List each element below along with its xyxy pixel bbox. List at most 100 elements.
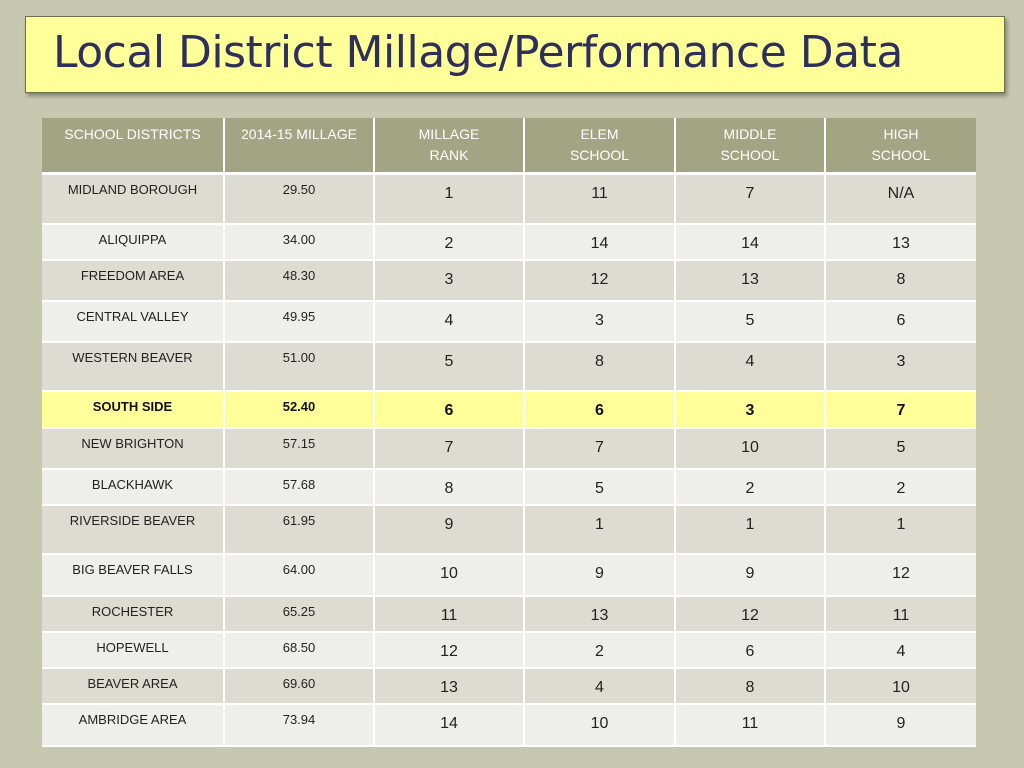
header-millage-rank: MILLAGE RANK bbox=[374, 118, 525, 174]
cell-millage-rank: 12 bbox=[374, 631, 525, 669]
cell-high-school: 11 bbox=[825, 595, 976, 633]
cell-millage: 65.25 bbox=[224, 595, 375, 633]
cell-elem-school: 6 bbox=[524, 390, 676, 429]
cell-middle-school: 5 bbox=[675, 300, 826, 343]
cell-school-district: ROCHESTER bbox=[42, 595, 225, 633]
header-elem-school: ELEM SCHOOL bbox=[524, 118, 676, 174]
cell-millage: 73.94 bbox=[224, 703, 375, 747]
cell-school-district: RIVERSIDE BEAVER bbox=[42, 504, 225, 555]
cell-millage: 69.60 bbox=[224, 667, 375, 705]
header-school-districts: SCHOOL DISTRICTS bbox=[42, 118, 225, 174]
cell-middle-school: 4 bbox=[675, 341, 826, 392]
header-high-school: HIGH SCHOOL bbox=[825, 118, 976, 174]
cell-high-school: 8 bbox=[825, 259, 976, 302]
cell-millage: 61.95 bbox=[224, 504, 375, 555]
cell-millage: 52.40 bbox=[224, 390, 375, 429]
cell-middle-school: 10 bbox=[675, 427, 826, 470]
page-title: Local District Millage/Performance Data bbox=[53, 27, 903, 78]
cell-school-district: AMBRIDGE AREA bbox=[42, 703, 225, 747]
cell-millage-rank: 11 bbox=[374, 595, 525, 633]
cell-millage-rank: 2 bbox=[374, 223, 525, 261]
table-header-row: SCHOOL DISTRICTS 2014-15 MILLAGE MILLAGE RA… bbox=[42, 118, 976, 174]
cell-elem-school: 11 bbox=[524, 173, 676, 225]
cell-high-school: 6 bbox=[825, 300, 976, 343]
cell-elem-school: 12 bbox=[524, 259, 676, 302]
cell-millage-rank: 1 bbox=[374, 173, 525, 225]
table-row: FREEDOM AREA 48.30 3 12 13 8 bbox=[42, 259, 976, 302]
table-row: WESTERN BEAVER 51.00 5 8 4 3 bbox=[42, 341, 976, 392]
cell-middle-school: 7 bbox=[675, 173, 826, 225]
cell-school-district: ALIQUIPPA bbox=[42, 223, 225, 261]
table-row: RIVERSIDE BEAVER 61.95 9 1 1 1 bbox=[42, 504, 976, 555]
millage-performance-table: SCHOOL DISTRICTS 2014-15 MILLAGE MILLAGE RA… bbox=[42, 118, 976, 747]
table-row: ROCHESTER 65.25 11 13 12 11 bbox=[42, 595, 976, 633]
table-row: MIDLAND BOROUGH 29.50 1 11 7 N/A bbox=[42, 173, 976, 225]
cell-middle-school: 11 bbox=[675, 703, 826, 747]
cell-elem-school: 5 bbox=[524, 468, 676, 506]
table-row: CENTRAL VALLEY 49.95 4 3 5 6 bbox=[42, 300, 976, 343]
cell-millage-rank: 8 bbox=[374, 468, 525, 506]
cell-school-district: MIDLAND BOROUGH bbox=[42, 173, 225, 225]
cell-millage: 57.68 bbox=[224, 468, 375, 506]
cell-millage: 49.95 bbox=[224, 300, 375, 343]
cell-millage: 34.00 bbox=[224, 223, 375, 261]
cell-school-district: BLACKHAWK bbox=[42, 468, 225, 506]
cell-high-school: 3 bbox=[825, 341, 976, 392]
cell-millage-rank: 7 bbox=[374, 427, 525, 470]
cell-school-district: SOUTH SIDE bbox=[42, 390, 225, 429]
cell-middle-school: 9 bbox=[675, 553, 826, 597]
cell-millage-rank: 13 bbox=[374, 667, 525, 705]
table-row: BIG BEAVER FALLS 64.00 10 9 9 12 bbox=[42, 553, 976, 597]
cell-middle-school: 12 bbox=[675, 595, 826, 633]
cell-millage: 51.00 bbox=[224, 341, 375, 392]
cell-millage-rank: 14 bbox=[374, 703, 525, 747]
cell-middle-school: 2 bbox=[675, 468, 826, 506]
cell-middle-school: 1 bbox=[675, 504, 826, 555]
cell-middle-school: 3 bbox=[675, 390, 826, 429]
cell-school-district: FREEDOM AREA bbox=[42, 259, 225, 302]
cell-elem-school: 3 bbox=[524, 300, 676, 343]
table-row: AMBRIDGE AREA 73.94 14 10 11 9 bbox=[42, 703, 976, 747]
cell-millage: 48.30 bbox=[224, 259, 375, 302]
cell-high-school: 13 bbox=[825, 223, 976, 261]
cell-high-school: 4 bbox=[825, 631, 976, 669]
table-row: SOUTH SIDE 52.40 6 6 3 7 bbox=[42, 390, 976, 429]
cell-high-school: 10 bbox=[825, 667, 976, 705]
cell-elem-school: 2 bbox=[524, 631, 676, 669]
cell-millage-rank: 3 bbox=[374, 259, 525, 302]
cell-high-school: 9 bbox=[825, 703, 976, 747]
cell-middle-school: 14 bbox=[675, 223, 826, 261]
cell-school-district: BEAVER AREA bbox=[42, 667, 225, 705]
table-row: NEW BRIGHTON 57.15 7 7 10 5 bbox=[42, 427, 976, 470]
table-row: BLACKHAWK 57.68 8 5 2 2 bbox=[42, 468, 976, 506]
cell-middle-school: 13 bbox=[675, 259, 826, 302]
cell-millage: 64.00 bbox=[224, 553, 375, 597]
cell-elem-school: 9 bbox=[524, 553, 676, 597]
cell-school-district: HOPEWELL bbox=[42, 631, 225, 669]
cell-high-school: N/A bbox=[825, 173, 976, 225]
cell-elem-school: 8 bbox=[524, 341, 676, 392]
cell-school-district: BIG BEAVER FALLS bbox=[42, 553, 225, 597]
cell-elem-school: 7 bbox=[524, 427, 676, 470]
cell-millage-rank: 5 bbox=[374, 341, 525, 392]
cell-elem-school: 13 bbox=[524, 595, 676, 633]
cell-elem-school: 1 bbox=[524, 504, 676, 555]
cell-millage: 29.50 bbox=[224, 173, 375, 225]
cell-elem-school: 4 bbox=[524, 667, 676, 705]
cell-elem-school: 10 bbox=[524, 703, 676, 747]
header-millage: 2014-15 MILLAGE bbox=[224, 118, 375, 174]
table-row: HOPEWELL 68.50 12 2 6 4 bbox=[42, 631, 976, 669]
cell-school-district: NEW BRIGHTON bbox=[42, 427, 225, 470]
cell-millage-rank: 9 bbox=[374, 504, 525, 555]
cell-high-school: 12 bbox=[825, 553, 976, 597]
table-row: BEAVER AREA 69.60 13 4 8 10 bbox=[42, 667, 976, 705]
header-middle-school: MIDDLE SCHOOL bbox=[675, 118, 826, 174]
cell-high-school: 2 bbox=[825, 468, 976, 506]
title-banner: Local District Millage/Performance Data bbox=[25, 16, 1005, 93]
table-body: MIDLAND BOROUGH 29.50 1 11 7 N/A ALIQUIPPA 34.0… bbox=[42, 173, 976, 747]
cell-millage-rank: 10 bbox=[374, 553, 525, 597]
cell-school-district: CENTRAL VALLEY bbox=[42, 300, 225, 343]
cell-millage: 57.15 bbox=[224, 427, 375, 470]
cell-school-district: WESTERN BEAVER bbox=[42, 341, 225, 392]
cell-elem-school: 14 bbox=[524, 223, 676, 261]
